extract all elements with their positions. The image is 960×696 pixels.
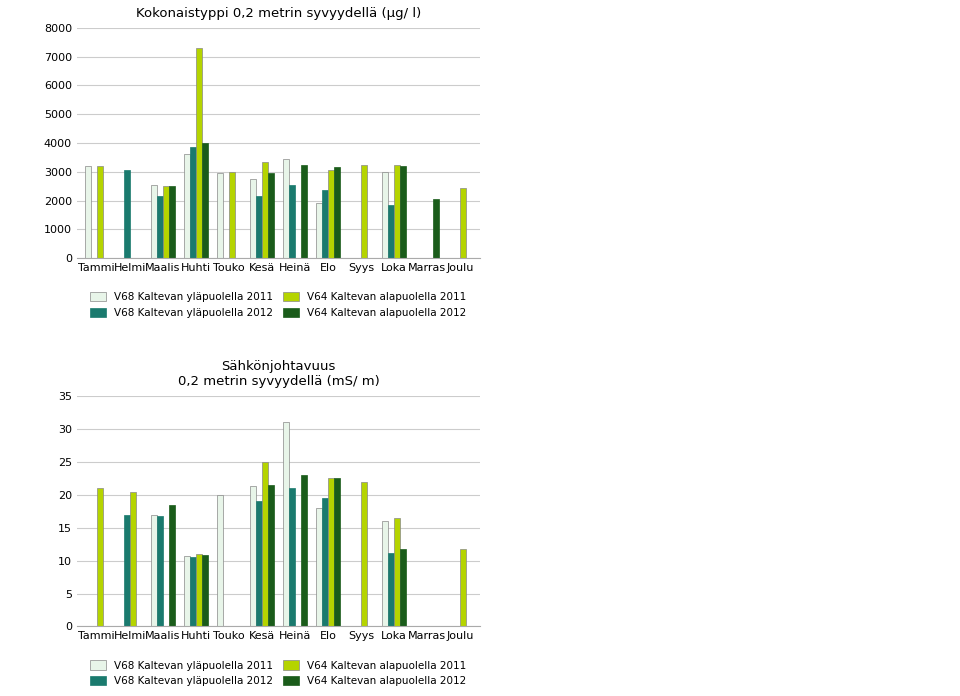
Bar	[184, 155, 190, 258]
Bar	[316, 508, 322, 626]
Bar	[300, 475, 307, 626]
Bar	[250, 179, 256, 258]
Bar	[262, 161, 268, 258]
Bar	[283, 422, 289, 626]
Bar	[256, 196, 262, 258]
Bar	[196, 48, 202, 258]
Bar	[328, 171, 334, 258]
Bar	[124, 514, 130, 626]
Bar	[268, 485, 274, 626]
Title: Sähkönjohtavuus
0,2 metrin syvyydellä (mS/ m): Sähkönjohtavuus 0,2 metrin syvyydellä (m…	[178, 360, 379, 388]
Bar	[322, 498, 328, 626]
Bar	[316, 203, 322, 258]
Bar	[169, 186, 175, 258]
Bar	[151, 514, 156, 626]
Bar	[156, 196, 163, 258]
Legend: V68 Kaltevan yläpuolella 2011, V68 Kaltevan yläpuolella 2012, V64 Kaltevan alapu: V68 Kaltevan yläpuolella 2011, V68 Kalte…	[86, 656, 470, 690]
Bar	[328, 478, 334, 626]
Bar	[169, 505, 175, 626]
Bar	[97, 489, 103, 626]
Bar	[217, 495, 223, 626]
Bar	[196, 554, 202, 626]
Bar	[190, 557, 196, 626]
Bar	[124, 171, 130, 258]
Bar	[97, 166, 103, 258]
Bar	[184, 556, 190, 626]
Bar	[394, 518, 400, 626]
Bar	[361, 482, 367, 626]
Bar	[84, 166, 90, 258]
Bar	[289, 184, 295, 258]
Bar	[163, 186, 169, 258]
Bar	[322, 191, 328, 258]
Bar	[382, 521, 388, 626]
Bar	[130, 491, 135, 626]
Bar	[268, 173, 274, 258]
Bar	[190, 148, 196, 258]
Bar	[394, 164, 400, 258]
Bar	[202, 555, 207, 626]
Bar	[256, 501, 262, 626]
Title: Kokonaistyppi 0,2 metrin syvyydellä (μg/ l): Kokonaistyppi 0,2 metrin syvyydellä (μg/…	[135, 7, 421, 19]
Bar	[388, 205, 394, 258]
Bar	[250, 487, 256, 626]
Bar	[388, 553, 394, 626]
Bar	[361, 164, 367, 258]
Bar	[382, 172, 388, 258]
Bar	[334, 168, 340, 258]
Bar	[228, 172, 235, 258]
Bar	[289, 489, 295, 626]
Bar	[156, 516, 163, 626]
Bar	[460, 548, 467, 626]
Legend: V68 Kaltevan yläpuolella 2011, V68 Kaltevan yläpuolella 2012, V64 Kaltevan alapu: V68 Kaltevan yläpuolella 2011, V68 Kalte…	[86, 288, 470, 322]
Bar	[202, 143, 207, 258]
Bar	[460, 187, 467, 258]
Bar	[262, 462, 268, 626]
Bar	[300, 164, 307, 258]
Bar	[400, 549, 406, 626]
Bar	[151, 184, 156, 258]
Bar	[334, 478, 340, 626]
Bar	[217, 173, 223, 258]
Bar	[433, 199, 439, 258]
Bar	[400, 166, 406, 258]
Bar	[283, 159, 289, 258]
